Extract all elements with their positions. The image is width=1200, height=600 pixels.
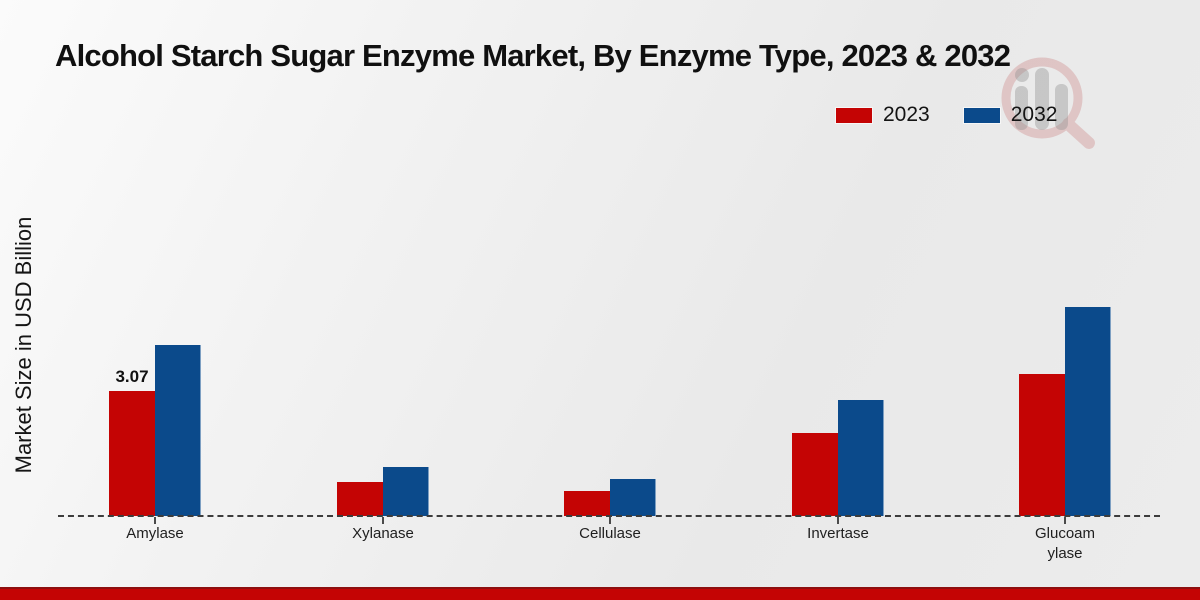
footer-accent-bar: [0, 587, 1200, 600]
x-tick-label-amylase: Amylase: [126, 525, 184, 542]
legend-label-2032: 2032: [1010, 103, 1058, 126]
bar-2032-amylase: [155, 345, 201, 516]
bar-2023-cellulase: [564, 491, 610, 516]
chart-title: Alcohol Starch Sugar Enzyme Market, By E…: [55, 38, 1011, 73]
x-axis-tick: [609, 517, 611, 524]
x-axis-tick: [837, 517, 839, 524]
bar-2032-glucoamylase: [1065, 307, 1111, 516]
legend-swatch-2023-icon: [836, 107, 872, 123]
bar-2032-cellulase: [610, 479, 656, 516]
bar-2023-invertase: [792, 433, 838, 516]
legend-label-2023: 2023: [883, 103, 930, 126]
bar-value-label: 3.07: [115, 367, 149, 386]
legend-item-2023: 2023: [836, 103, 930, 127]
watermark-logo-icon: [1001, 57, 1095, 149]
x-axis-tick: [382, 517, 384, 524]
bar-2023-amylase: [109, 391, 155, 516]
x-tick-label-invertase: Invertase: [807, 525, 869, 542]
bar-2023-xylanase: [337, 482, 383, 516]
bar-2032-invertase: [838, 400, 884, 516]
x-tick-label-xylanase: Xylanase: [352, 525, 414, 542]
x-axis-baseline: [58, 515, 1160, 517]
legend-item-2032: 2032: [963, 103, 1058, 127]
x-tick-label-glucoamylase: Glucoam ylase: [1034, 525, 1096, 563]
bar-2032-xylanase: [383, 467, 429, 516]
x-axis-tick: [1064, 517, 1066, 524]
x-tick-label-cellulase: Cellulase: [579, 525, 641, 542]
x-axis-tick: [154, 517, 156, 524]
legend: 2023 2032: [836, 103, 1057, 127]
bar-2023-glucoamylase: [1019, 374, 1065, 516]
legend-swatch-2032-icon: [963, 107, 1000, 123]
